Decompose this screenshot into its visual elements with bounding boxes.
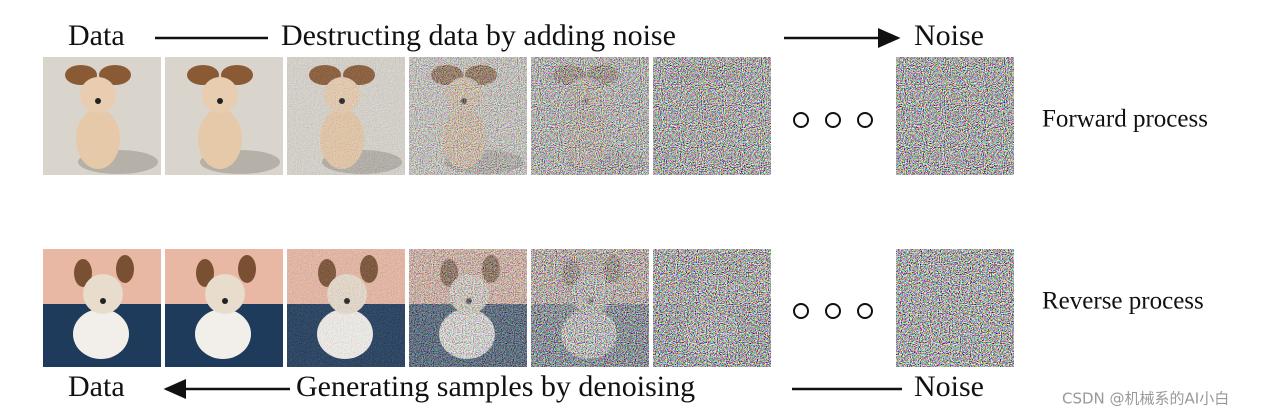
tile-content (531, 57, 649, 175)
image-tile (409, 57, 527, 175)
tile-content (896, 249, 1014, 367)
tile-content (409, 249, 527, 367)
noise (896, 249, 1014, 367)
image-tile (43, 249, 161, 367)
dog-ear (238, 255, 256, 283)
image-tile (896, 57, 1014, 175)
image-tile (653, 249, 771, 367)
dog-ear (74, 259, 92, 287)
tile-content (287, 249, 405, 367)
dog-body (195, 309, 251, 359)
dog-head (80, 77, 116, 113)
image-tile (896, 249, 1014, 367)
ellipsis-dot (857, 112, 873, 128)
dog-body (198, 109, 242, 169)
watermark: CSDN @机械系的AI小白 (1062, 390, 1229, 408)
end-label: Noise (914, 370, 984, 403)
tile-content (287, 57, 405, 175)
dog-ear (196, 259, 214, 287)
dog-nose (217, 98, 223, 104)
dog-head (83, 274, 123, 314)
noise (409, 249, 527, 367)
ellipsis-dot (793, 112, 809, 128)
tile-content (43, 249, 161, 367)
tile-content (165, 57, 283, 175)
dog-body (73, 309, 129, 359)
noise (531, 57, 649, 175)
image-tile (409, 249, 527, 367)
tile-content (43, 57, 161, 175)
dog-ear (116, 255, 134, 283)
ellipsis-dot (793, 303, 809, 319)
process-label: Forward process (1042, 106, 1208, 133)
tile-content (653, 249, 771, 367)
dog-nose (100, 298, 106, 304)
noise (531, 249, 649, 367)
image-tile (287, 249, 405, 367)
noise (409, 57, 527, 175)
image-tile (653, 57, 771, 175)
image-tile (165, 57, 283, 175)
noise (896, 57, 1014, 175)
noise (653, 57, 771, 175)
noise (653, 249, 771, 367)
image-tile (165, 249, 283, 367)
noise (287, 249, 405, 367)
start-label: Data (68, 19, 125, 52)
tile-content (653, 57, 771, 175)
ellipsis-dot (825, 303, 841, 319)
dog-nose (95, 98, 101, 104)
ellipsis-dot (825, 112, 841, 128)
tile-content (409, 57, 527, 175)
image-tile (531, 57, 649, 175)
dog-head (205, 274, 245, 314)
dog-body (76, 109, 120, 169)
tile-content (531, 249, 649, 367)
dog-head (202, 77, 238, 113)
image-tile (531, 249, 649, 367)
caption: Generating samples by denoising (296, 370, 695, 403)
start-label: Data (68, 370, 125, 403)
tile-content (165, 249, 283, 367)
tile-content (896, 57, 1014, 175)
ellipsis-dot (857, 303, 873, 319)
end-label: Noise (914, 19, 984, 52)
image-tile (287, 57, 405, 175)
image-tile (43, 57, 161, 175)
dog-nose (222, 298, 228, 304)
caption: Destructing data by adding noise (281, 19, 676, 52)
noise (287, 57, 405, 175)
process-label: Reverse process (1042, 288, 1204, 315)
